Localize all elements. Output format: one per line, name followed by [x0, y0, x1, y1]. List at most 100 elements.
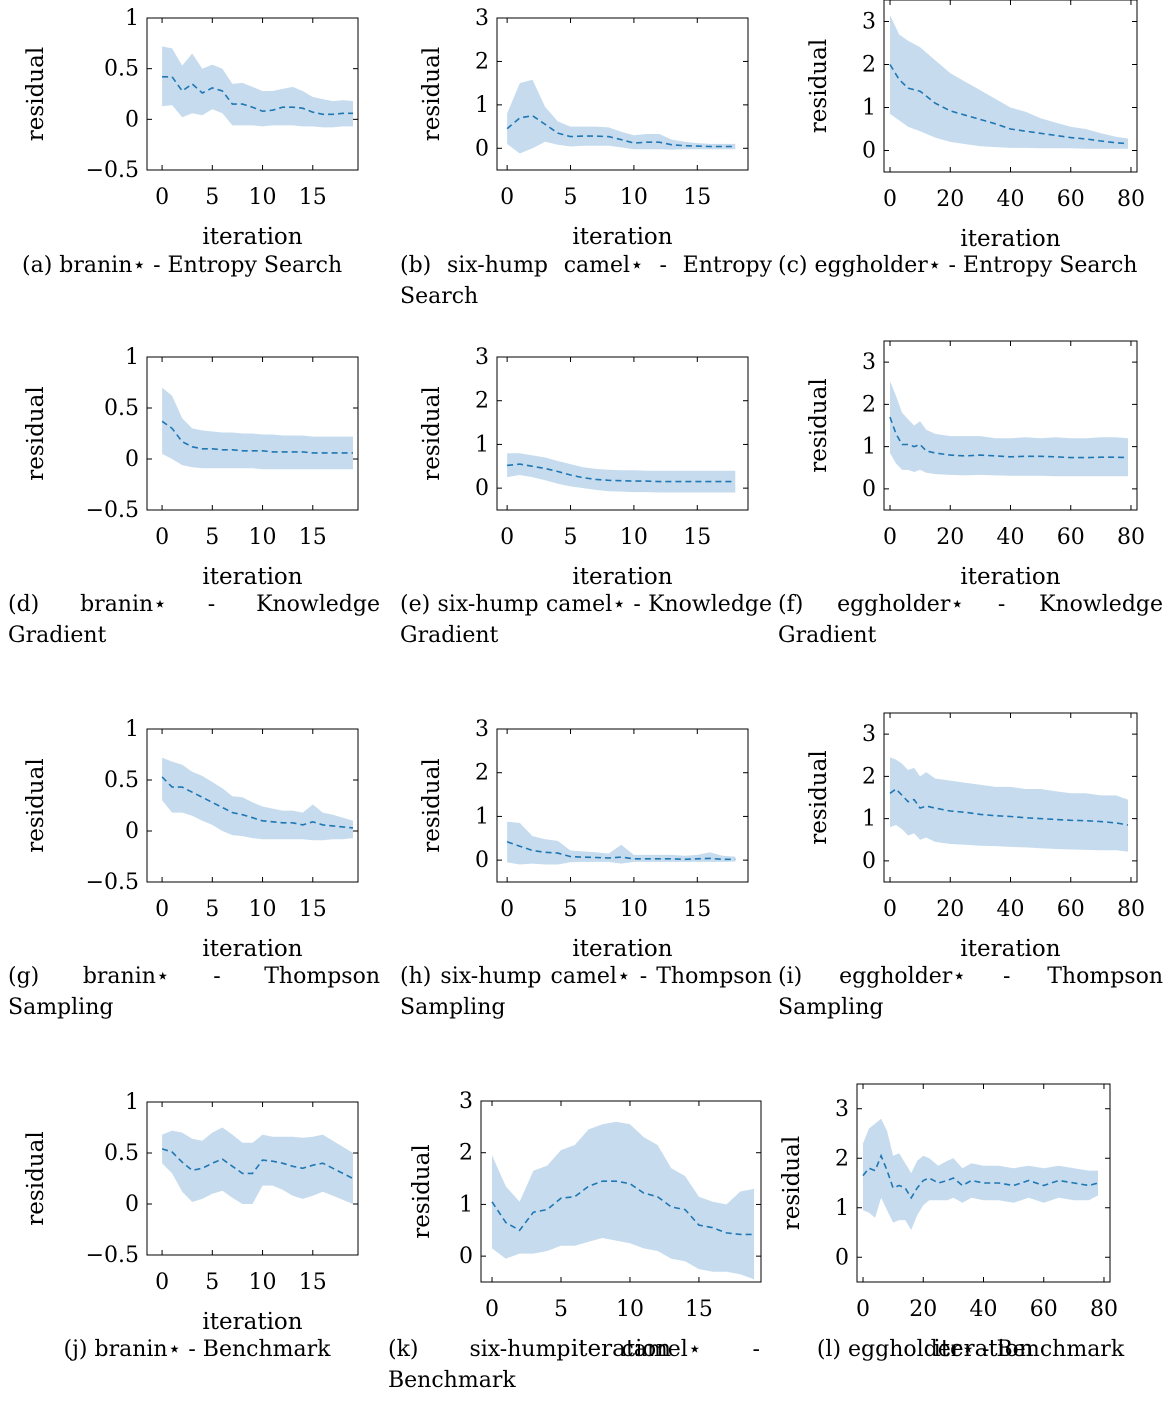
x-tick-label: 5: [564, 525, 578, 550]
y-axis-label: residual: [23, 47, 49, 141]
x-tick-label: 10: [616, 1297, 644, 1322]
x-axis-label: iteration: [202, 1309, 302, 1335]
y-tick-label: 0: [459, 1244, 473, 1269]
x-tick-label: 15: [685, 1297, 713, 1322]
x-tick-label: 10: [249, 1270, 277, 1295]
x-axis-label: iteration: [572, 224, 672, 250]
mean-line: [862, 1153, 1099, 1200]
y-tick-label: 1: [125, 6, 139, 31]
mean-line: [889, 64, 1129, 145]
x-tick-label: 0: [883, 897, 897, 922]
x-tick-label: 20: [909, 1297, 937, 1322]
mean-line: [889, 787, 1129, 826]
x-tick-label: 5: [564, 897, 578, 922]
y-tick-label: 3: [475, 6, 489, 31]
x-tick-label: 10: [620, 185, 648, 210]
x-axis-label: iteration: [571, 1336, 671, 1362]
mean-line: [506, 841, 736, 861]
y-tick-label: 0: [475, 476, 489, 501]
y-tick-label: 1: [862, 96, 876, 121]
plot-frame: [496, 17, 749, 171]
y-tick-label: 0: [125, 107, 139, 132]
y-tick-label: 1: [125, 717, 139, 742]
y-tick-label: 0: [862, 849, 876, 874]
chart-caption: (g) branin⋆ - Thompson Sampling: [8, 964, 380, 1020]
y-tick-label: −0.5: [86, 870, 139, 895]
x-tick-label: 5: [205, 185, 219, 210]
plot-frame: [146, 728, 359, 883]
x-tick-label: 40: [997, 525, 1025, 550]
y-axis-label: residual: [419, 386, 445, 480]
confidence-band: [492, 1121, 755, 1280]
x-tick-label: 15: [299, 897, 327, 922]
y-axis-label: residual: [419, 47, 445, 141]
plot-frame: [146, 356, 359, 511]
x-tick-label: 60: [1057, 187, 1085, 212]
chart-caption: (i) eggholder⋆ - Thompson Sampling: [778, 964, 1163, 1020]
chart-caption: (l) eggholder⋆ - Benchmark: [816, 1337, 1125, 1362]
plot-frame: [146, 1101, 359, 1256]
y-tick-label: 1: [862, 807, 876, 832]
confidence-band: [507, 79, 736, 154]
x-tick-label: 80: [1117, 525, 1145, 550]
x-tick-label: 80: [1117, 897, 1145, 922]
chart-caption: (a) branin⋆ - Entropy Search: [22, 253, 343, 278]
plot-frame: [480, 1100, 762, 1283]
x-tick-label: 15: [299, 185, 327, 210]
plot-frame: [146, 17, 359, 171]
x-tick-label: 0: [155, 525, 169, 550]
x-tick-label: 15: [683, 185, 711, 210]
y-tick-label: 3: [475, 717, 489, 742]
mean-line: [161, 776, 354, 829]
x-tick-label: 60: [1057, 525, 1085, 550]
y-tick-label: 0: [475, 136, 489, 161]
y-axis-label: residual: [23, 1131, 49, 1225]
x-tick-label: 15: [299, 1270, 327, 1295]
y-tick-label: 0.5: [104, 57, 139, 82]
chart-caption: (h) six-hump camel⋆ - Thompson Sampling: [400, 964, 772, 1020]
plot-frame: [496, 728, 749, 883]
y-tick-label: 3: [862, 350, 876, 375]
mean-line: [506, 114, 736, 148]
x-tick-label: 15: [683, 525, 711, 550]
x-tick-label: 0: [485, 1297, 499, 1322]
x-axis-label: iteration: [960, 564, 1060, 590]
y-tick-label: 1: [475, 804, 489, 829]
y-tick-label: 1: [125, 1090, 139, 1115]
y-axis-label: residual: [779, 1136, 805, 1230]
chart-caption: (e) six-hump camel⋆ - Knowledge Gradient: [400, 592, 772, 648]
plot-frame: [496, 356, 749, 511]
x-tick-label: 5: [554, 1297, 568, 1322]
y-tick-label: 0: [862, 139, 876, 164]
y-tick-label: −0.5: [86, 498, 139, 523]
y-axis-label: residual: [409, 1144, 435, 1238]
mean-line: [491, 1180, 755, 1236]
confidence-band: [890, 15, 1128, 149]
mean-line: [161, 1148, 354, 1180]
x-tick-label: 5: [564, 185, 578, 210]
confidence-band: [507, 453, 736, 493]
y-tick-label: 1: [125, 345, 139, 370]
x-tick-label: 20: [936, 897, 964, 922]
x-tick-label: 10: [249, 525, 277, 550]
y-tick-label: 2: [475, 49, 489, 74]
chart-caption: (b) six-hump camel⋆ - Entropy Search: [400, 253, 772, 309]
x-axis-label: iteration: [960, 226, 1060, 252]
y-tick-label: 0: [862, 477, 876, 502]
mean-line: [162, 76, 353, 116]
x-tick-label: 0: [883, 525, 897, 550]
x-tick-label: 0: [155, 897, 169, 922]
x-tick-label: 0: [883, 187, 897, 212]
x-tick-label: 15: [683, 897, 711, 922]
y-tick-label: 3: [862, 722, 876, 747]
x-tick-label: 5: [205, 525, 219, 550]
x-tick-label: 60: [1030, 1297, 1058, 1322]
x-tick-label: 80: [1117, 187, 1145, 212]
x-tick-label: 10: [620, 897, 648, 922]
mean-line: [161, 420, 353, 454]
